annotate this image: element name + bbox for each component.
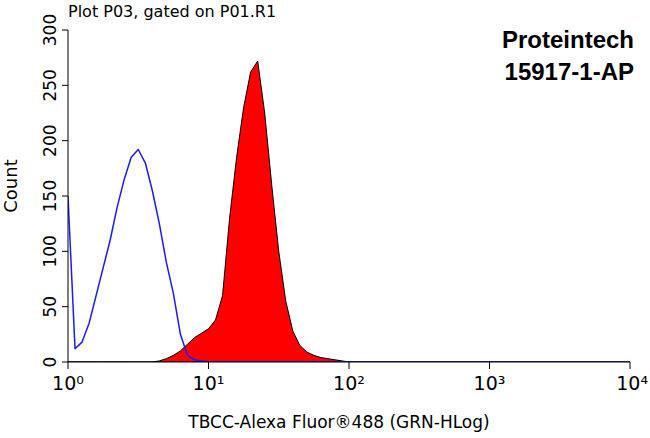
background xyxy=(0,0,650,438)
chart: 0 50 100 150 200 250 300 10⁰ 10¹ 10² 10³ 10⁴ Plot P0… xyxy=(0,0,650,438)
y-tick xyxy=(62,196,68,197)
y-tick-label: 300 xyxy=(40,14,60,46)
title: Plot P03, gated on P01.R1 xyxy=(68,2,276,21)
y-tick-label: 250 xyxy=(40,69,60,101)
x-tick-label: 10² xyxy=(333,372,365,394)
x-tick xyxy=(489,362,490,369)
annotation: Proteintech xyxy=(502,26,634,53)
x-tick xyxy=(349,362,350,369)
y-tick-label: 100 xyxy=(40,235,60,267)
annotation: 15917-1-AP xyxy=(505,58,634,85)
y-tick xyxy=(62,362,68,363)
y-tick xyxy=(62,306,68,307)
y-tick-label: 50 xyxy=(40,296,60,318)
x-tick-label: 10¹ xyxy=(193,372,225,394)
y-axis-label: Count xyxy=(0,159,21,212)
histogram-area xyxy=(68,61,630,362)
x-tick-label: 10⁴ xyxy=(616,372,648,394)
y-tick-label: 200 xyxy=(40,124,60,156)
x-tick xyxy=(68,362,69,369)
x-tick xyxy=(630,362,631,369)
x-tick-label: 10³ xyxy=(474,372,506,394)
x-tick xyxy=(208,362,209,369)
y-tick xyxy=(62,30,68,31)
x-tick-label: 10⁰ xyxy=(52,372,84,394)
y-tick xyxy=(62,251,68,252)
y-tick-label: 150 xyxy=(40,180,60,212)
histogram-line xyxy=(68,150,630,362)
x-axis-label: TBCC-Alexa Fluor®488 (GRN-HLog) xyxy=(187,412,489,432)
plot-area xyxy=(68,61,630,362)
y-tick xyxy=(62,140,68,141)
y-tick-label: 0 xyxy=(40,357,60,368)
y-tick xyxy=(62,85,68,86)
